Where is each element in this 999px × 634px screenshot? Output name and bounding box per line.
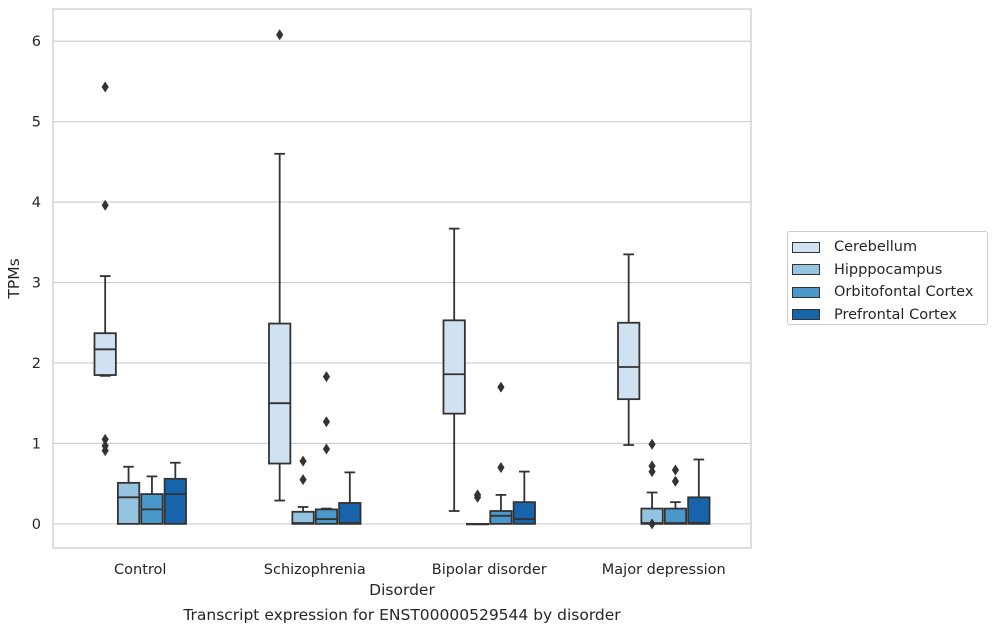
box-orbitofontal-cortex: [314, 371, 339, 525]
outlier-point: [101, 81, 109, 93]
box-hipppocampus: [116, 465, 141, 525]
x-tick-label: Control: [114, 562, 166, 578]
box-hipppocampus: [465, 489, 490, 526]
box-body: [687, 496, 711, 525]
chart-caption: Transcript expression for ENST0000052954…: [183, 606, 621, 624]
box-cerebellum: [268, 29, 292, 502]
legend-swatch: [792, 309, 820, 321]
y-tick-label: 2: [32, 356, 41, 372]
outlier-point: [671, 464, 680, 476]
box-body: [617, 321, 641, 401]
box-body: [116, 481, 141, 525]
legend-swatch: [792, 264, 820, 276]
legend-swatch: [792, 286, 820, 298]
y-tick-label: 6: [32, 34, 41, 50]
outlier-point: [322, 371, 331, 383]
outlier-point: [322, 416, 331, 428]
box-cerebellum: [93, 81, 117, 457]
y-axis-label: TPMs: [5, 258, 23, 299]
legend-label: Prefrontal Cortex: [834, 306, 957, 323]
outlier-point: [322, 443, 331, 455]
box-body: [314, 508, 339, 525]
outlier-point: [101, 199, 109, 211]
legend-item: Orbitofontal Cortex: [792, 281, 987, 304]
legend-item: Prefrontal Cortex: [792, 304, 987, 327]
box-prefrontal-cortex: [163, 461, 187, 525]
box-prefrontal-cortex: [687, 458, 711, 525]
outlier-point: [101, 433, 109, 445]
x-tick-label: Bipolar disorder: [432, 562, 547, 578]
box-body: [512, 501, 536, 525]
y-tick-label: 4: [32, 195, 41, 211]
box-body: [163, 477, 187, 525]
outlier-point: [497, 462, 505, 474]
box-body: [489, 510, 513, 525]
box-prefrontal-cortex: [512, 470, 536, 525]
x-axis-label: Disorder: [369, 581, 435, 599]
box-body: [268, 322, 292, 465]
outlier-point: [648, 460, 656, 472]
box-orbitofontal-cortex: [140, 475, 164, 525]
box-body: [291, 510, 315, 525]
outlier-point: [671, 475, 680, 487]
outlier-point: [276, 29, 284, 41]
box-body: [93, 332, 117, 376]
chart-legend: Cerebellum Hipppocampus Orbitofontal Corte…: [787, 231, 988, 325]
outlier-point: [648, 518, 656, 530]
box-hipppocampus: [291, 455, 315, 525]
legend-swatch: [792, 241, 820, 253]
y-tick-label: 3: [32, 276, 41, 292]
legend-label: Hipppocampus: [834, 261, 943, 278]
box-prefrontal-cortex: [338, 471, 362, 525]
y-tick-label: 1: [32, 436, 41, 452]
box-body: [442, 319, 466, 415]
outlier-point: [299, 455, 307, 467]
legend-label: Cerebellum: [834, 239, 918, 256]
plot-frame: [52, 8, 752, 549]
outlier-point: [299, 474, 307, 486]
y-tick-label: 5: [32, 115, 41, 131]
outlier-point: [648, 438, 656, 450]
y-tick-label: 0: [32, 517, 41, 533]
x-tick-label: Major depression: [602, 562, 726, 578]
outlier-point: [473, 489, 482, 501]
legend-label: Orbitofontal Cortex: [834, 284, 974, 301]
box-hipppocampus: [640, 438, 664, 530]
x-tick-label: Schizophrenia: [264, 562, 366, 578]
legend-item: Cerebellum: [792, 236, 987, 259]
outlier-point: [497, 381, 505, 393]
box-cerebellum: [442, 227, 466, 512]
legend-item: Hipppocampus: [792, 259, 987, 282]
outlier-point: [648, 466, 656, 478]
outlier-point: [101, 440, 109, 452]
box-orbitofontal-cortex: [489, 381, 513, 525]
box-orbitofontal-cortex: [663, 464, 688, 525]
box-body: [663, 507, 688, 525]
box-cerebellum: [617, 253, 641, 446]
box-body: [338, 502, 362, 525]
